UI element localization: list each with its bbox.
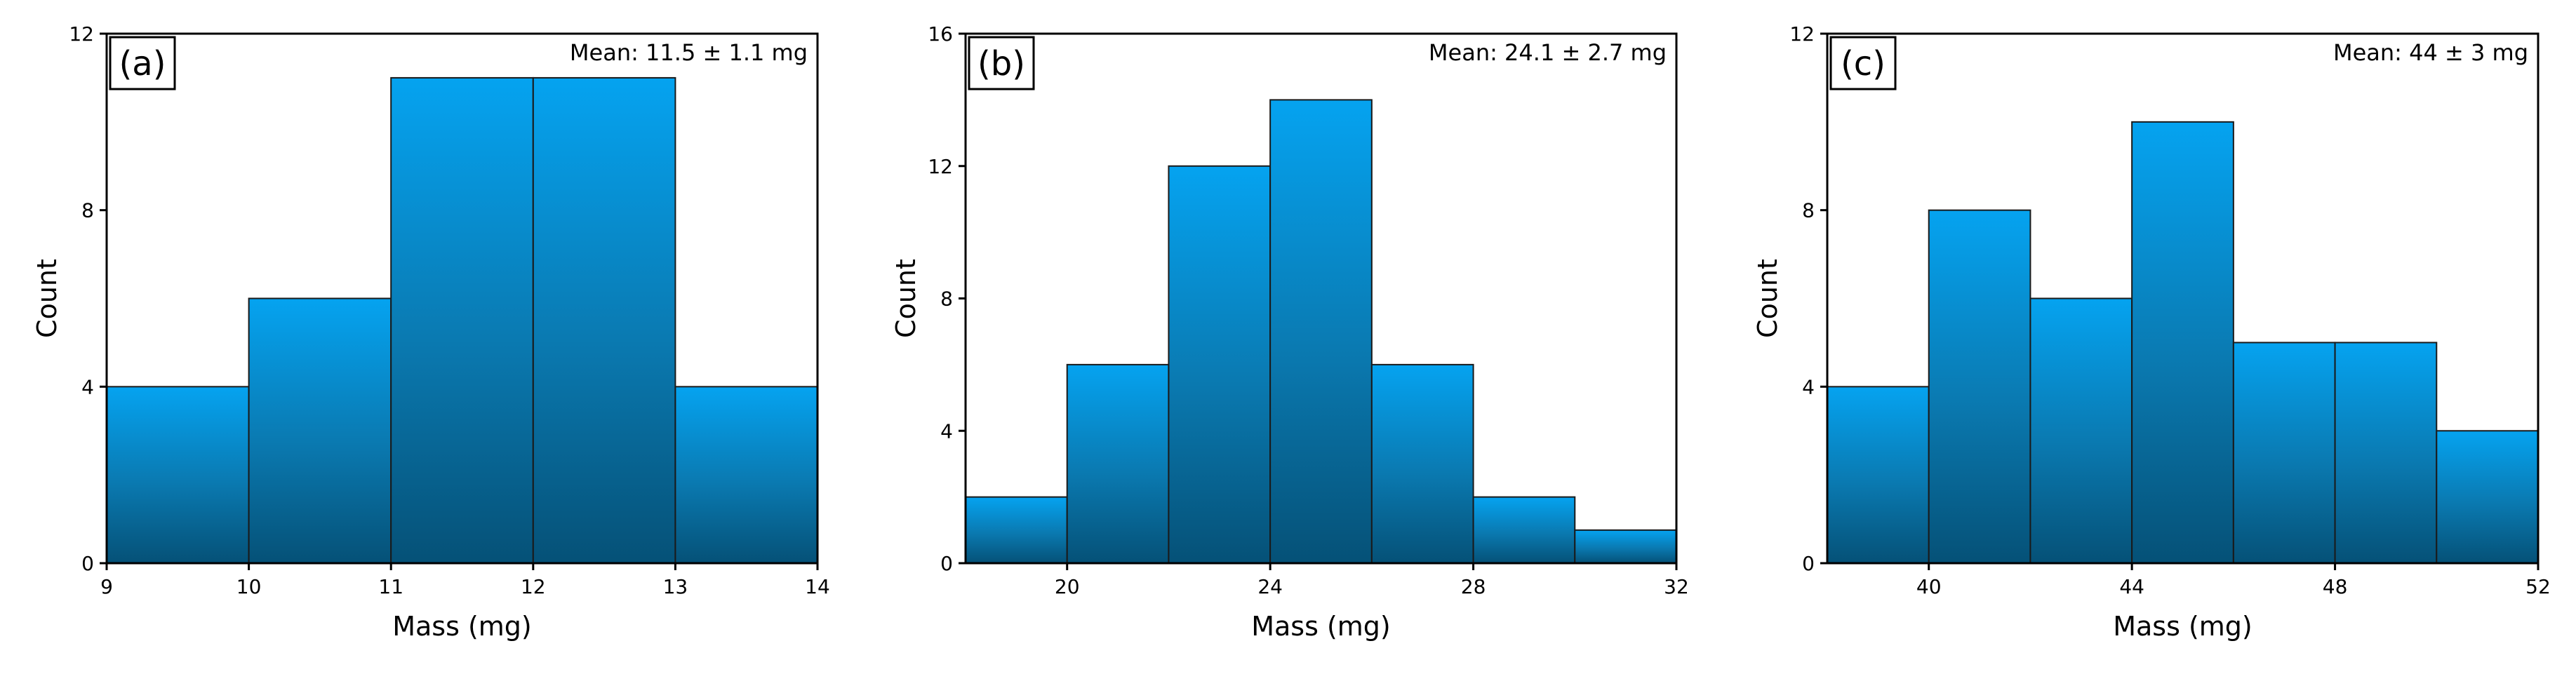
y-tick-label: 12	[1789, 22, 1815, 46]
x-tick-label: 11	[378, 575, 403, 598]
x-axis-label: Mass (mg)	[392, 611, 532, 642]
mean-annotation: Mean: 11.5 ± 1.1 mg	[570, 39, 808, 66]
x-tick-label: 40	[1916, 575, 1942, 598]
histogram-bar	[1168, 165, 1272, 564]
x-tick-label: 32	[1664, 575, 1689, 598]
panel-label: (b)	[977, 44, 1025, 83]
bar-group	[1827, 121, 2539, 565]
histogram-bar	[106, 386, 250, 564]
y-tick-label: 16	[928, 22, 953, 46]
x-tick-label: 10	[236, 575, 262, 598]
y-axis-label: Count	[32, 259, 62, 338]
mean-annotation: Mean: 24.1 ± 2.7 mg	[1429, 39, 1667, 66]
histogram-bar	[1574, 529, 1677, 564]
y-tick-label: 12	[69, 22, 94, 46]
panel-label-box	[968, 36, 1035, 90]
x-tick-label: 24	[1257, 575, 1283, 598]
histogram-bar	[1827, 386, 1930, 564]
y-tick-label: 4	[940, 419, 953, 443]
plot-frame	[1826, 32, 2540, 565]
x-tick-label: 48	[2323, 575, 2348, 598]
panel-label-box	[109, 36, 176, 90]
histogram-bar	[2029, 297, 2133, 564]
x-axis-label: Mass (mg)	[2113, 611, 2253, 642]
y-tick-label: 0	[1802, 552, 1815, 575]
panel-label-box	[1829, 36, 1897, 90]
y-tick-label: 8	[940, 288, 953, 311]
histogram-bar	[2334, 342, 2438, 564]
y-tick-label: 4	[1802, 375, 1815, 398]
bar-group	[965, 99, 1677, 564]
histogram-bar	[965, 496, 1068, 564]
y-tick-label: 4	[81, 375, 94, 398]
histogram-bar	[248, 297, 392, 564]
histogram-bar	[2232, 342, 2336, 564]
tick-group: 9 10 11 12 13 14 0 4 8 12	[69, 22, 829, 598]
histogram-bar	[1472, 496, 1576, 564]
histogram-bar	[674, 386, 819, 564]
histogram-bar	[2436, 430, 2539, 564]
histogram-bar	[532, 76, 676, 564]
histogram-panel-a: 9 10 11 12 13 14 0 4 8 12 (a) Mean: 11.5 ± 1.1 mg…	[32, 22, 830, 642]
y-tick-label: 12	[928, 155, 953, 178]
x-tick-label: 44	[2119, 575, 2144, 598]
histogram-bar	[2131, 121, 2234, 565]
x-tick-label: 20	[1055, 575, 1080, 598]
y-axis-label: Count	[1752, 259, 1783, 338]
y-axis-label: Count	[890, 259, 921, 338]
histogram-bar	[1066, 363, 1170, 564]
x-tick-label: 9	[100, 575, 113, 598]
bar-group	[106, 76, 819, 564]
tick-group: 20 24 28 32 0 4 8 12 16	[928, 22, 1688, 598]
x-tick-label: 28	[1461, 575, 1486, 598]
plot-frame	[105, 32, 819, 565]
x-tick-label: 13	[663, 575, 688, 598]
y-tick-label: 8	[81, 199, 94, 222]
mean-annotation: Mean: 44 ± 3 mg	[2333, 39, 2528, 66]
histogram-bar	[390, 76, 534, 564]
histogram-bar	[1370, 363, 1474, 564]
y-tick-label: 8	[1802, 199, 1815, 222]
histogram-bar	[1269, 99, 1373, 564]
x-axis-label: Mass (mg)	[1251, 611, 1391, 642]
x-tick-label: 52	[2525, 575, 2551, 598]
y-tick-label: 0	[940, 552, 953, 575]
x-tick-label: 12	[521, 575, 546, 598]
x-tick-label: 14	[805, 575, 830, 598]
panel-label: (c)	[1841, 44, 1886, 83]
histogram-bar	[1928, 209, 2031, 564]
panel-label: (a)	[119, 44, 166, 83]
y-tick-label: 0	[81, 552, 94, 575]
